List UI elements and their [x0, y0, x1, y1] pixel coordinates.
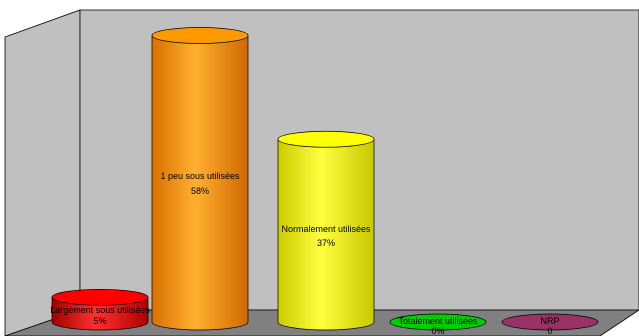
category-label: 1 peu sous utilisées [160, 171, 240, 181]
category-label: Totalement utilisées [398, 316, 478, 326]
bar-body [51, 296, 149, 331]
bar-5 [501, 313, 599, 331]
bar-2 [151, 27, 249, 331]
value-label: 5% [93, 316, 106, 326]
left-wall [4, 9, 81, 336]
category-label: Normalement utilisées [281, 224, 371, 234]
bar-top [501, 313, 599, 331]
bar-top [151, 27, 249, 44]
category-label: Largement sous utilisées [50, 305, 150, 315]
bar-body [277, 138, 375, 331]
bar-top [51, 288, 149, 306]
bar-body [151, 35, 249, 331]
category-label: NRP [540, 316, 559, 326]
value-label: 0 [547, 326, 552, 336]
value-label: 58% [191, 186, 209, 196]
value-label: 37% [317, 238, 335, 248]
bar-top [277, 130, 375, 148]
bar-4 [389, 313, 487, 331]
value-label: 0% [431, 326, 444, 336]
bar-3 [277, 130, 375, 331]
bar-top [389, 313, 487, 331]
bar-1 [51, 288, 149, 331]
bars [51, 27, 599, 331]
